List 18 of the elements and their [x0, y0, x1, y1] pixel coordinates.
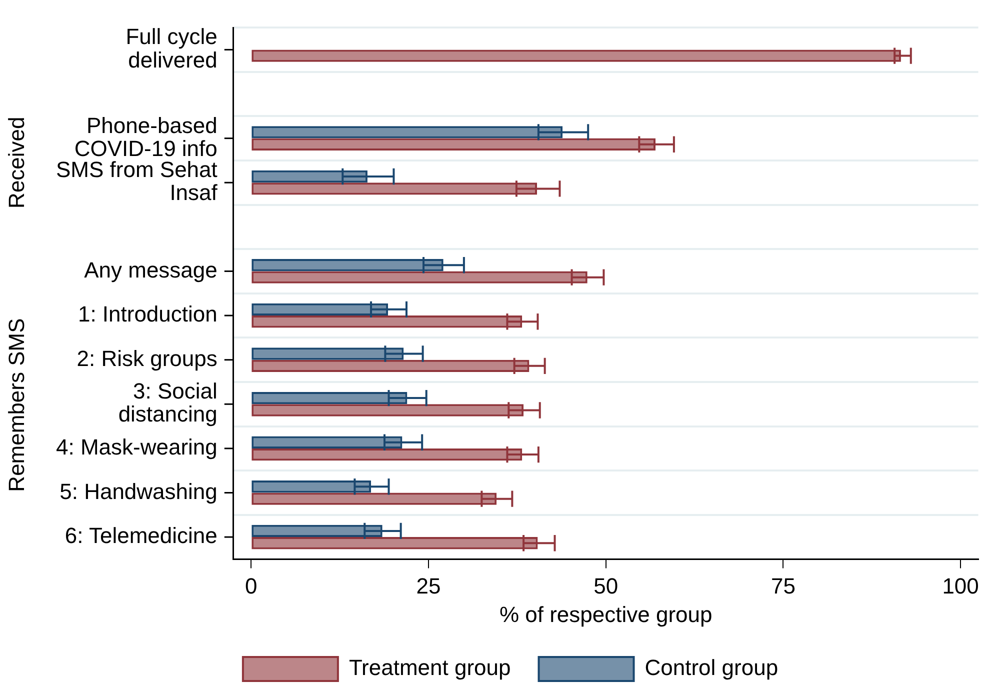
x-axis-title: % of respective group [499, 602, 712, 627]
legend-label: Control group [644, 655, 778, 680]
x-tick-label: 0 [245, 573, 258, 598]
text: Received [4, 116, 30, 208]
y-tick-label: Full cycle delivered [126, 24, 218, 72]
legend-label: Treatment group [348, 655, 511, 680]
y-tick-label: Any message [84, 257, 218, 282]
y-tick-label: 2: Risk groups [76, 346, 218, 371]
x-tick-label: 50 [594, 573, 618, 598]
x-tick-label: 25 [416, 573, 441, 598]
y-tick-label: 1: Introduction [78, 302, 218, 327]
y-tick-label: 5: Handwashing [60, 478, 218, 504]
y-tick-label: 3: Social distancing [118, 378, 218, 427]
text: Remembers SMS [4, 318, 30, 492]
y-tick-label: 6: Telemedicine [64, 523, 218, 548]
y-tick-label: 4: Mask-wearing [56, 434, 218, 460]
x-tick-label: 100 [942, 573, 979, 598]
x-tick-label: 75 [770, 573, 796, 598]
